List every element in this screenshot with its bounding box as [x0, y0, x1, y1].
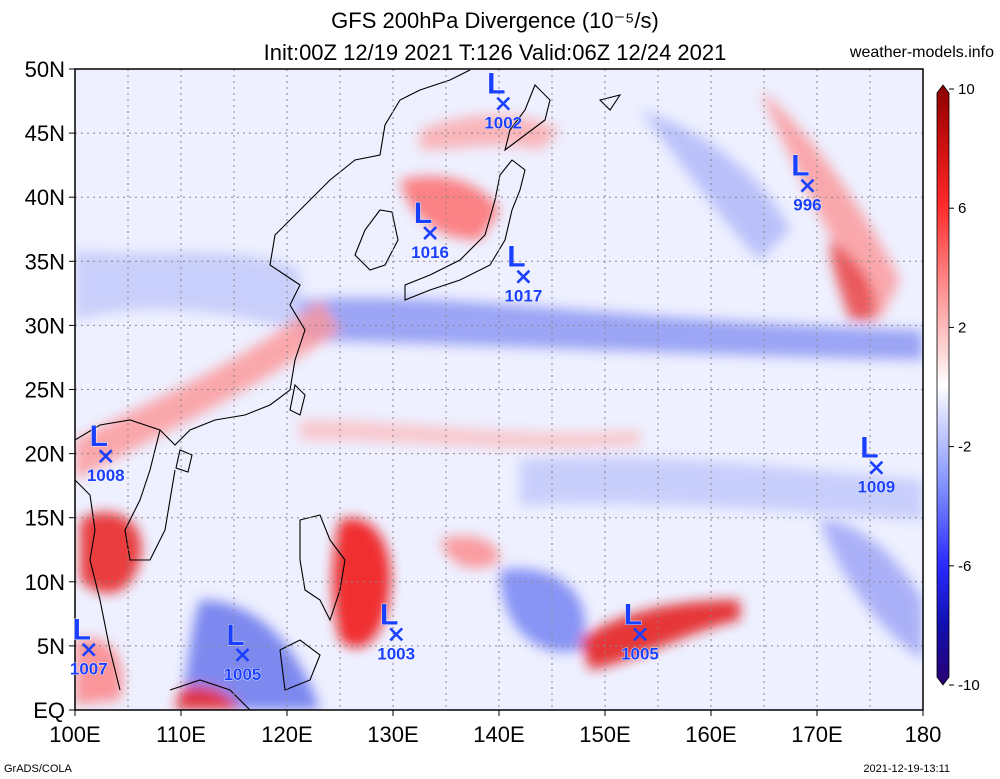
low-letter: L: [487, 68, 505, 101]
graticule: [75, 69, 923, 710]
lon-tick-label: 160E: [685, 722, 736, 747]
low-pressure-center: L 1005: [223, 618, 262, 684]
chart-title: GFS 200hPa Divergence (10⁻⁵/s): [331, 8, 659, 33]
low-pressure-center: L 1002: [484, 67, 523, 133]
low-pressure-value: 1009: [857, 478, 895, 497]
lat-tick-label: 45N: [25, 121, 65, 146]
colorbar-label: 6: [958, 200, 966, 217]
low-center-x: [516, 269, 531, 284]
lon-tick-label: 110E: [156, 722, 206, 747]
low-letter: L: [860, 432, 878, 465]
colorbar-label: -10: [958, 677, 980, 694]
colorbar-label: -2: [958, 439, 971, 456]
latitude-labels: 50N 45N 40N 35N 30N 25N 20N 15N 10N 5N EQ: [25, 57, 75, 723]
low-letter: L: [414, 197, 432, 230]
low-center-x: [496, 96, 511, 111]
low-pressure-value: 1005: [621, 644, 659, 663]
low-pressure-center: L 1003: [377, 598, 416, 664]
lat-tick-label: 5N: [37, 634, 65, 659]
low-pressure-center: L 1007: [69, 613, 108, 679]
lat-tick-label: 10N: [25, 570, 65, 595]
low-center-x: [389, 627, 404, 642]
low-letter: L: [73, 614, 91, 647]
low-pressure-center: L 996: [791, 149, 822, 215]
lat-tick-label: 20N: [25, 442, 65, 467]
lon-tick-label: 100E: [49, 722, 100, 747]
coastlines: [75, 69, 622, 710]
lat-tick-label: 15N: [25, 506, 65, 531]
colorbar-label: 10: [958, 81, 975, 98]
low-pressure-value: 1017: [504, 287, 542, 306]
divergence-field: [75, 69, 923, 710]
longitude-labels: 100E 110E 120E 130E 140E 150E 160E 170E 180: [49, 710, 941, 747]
colorbar: 10 6 2 -2 -6 -10: [936, 81, 980, 694]
lat-tick-label: EQ: [33, 698, 65, 723]
lat-tick-label: 40N: [25, 185, 65, 210]
lat-tick-label: 35N: [25, 249, 65, 274]
low-pressure-value: 996: [793, 196, 821, 215]
low-pressure-value: 1003: [377, 644, 415, 663]
colorbar-label: 2: [958, 319, 966, 336]
colorbar-label: -6: [958, 558, 971, 575]
low-pressure-value: 1002: [484, 114, 522, 133]
lon-tick-label: 150E: [579, 722, 630, 747]
low-center-x: [423, 226, 438, 241]
low-pressure-center: L 1017: [504, 240, 543, 306]
low-center-x: [235, 647, 250, 662]
lat-tick-label: 30N: [25, 313, 65, 338]
low-pressure-center: L 1009: [857, 431, 896, 497]
lon-tick-label: 170E: [791, 722, 842, 747]
low-pressure-center: L 1008: [86, 420, 125, 486]
low-letter: L: [624, 598, 642, 631]
lat-tick-label: 50N: [25, 57, 65, 82]
low-pressure-center: L 1016: [411, 197, 450, 263]
footer-timestamp: 2021-12-19-13:11: [863, 763, 950, 775]
lat-tick-label: 25N: [25, 378, 65, 403]
low-pressure-value: 1008: [87, 466, 125, 485]
low-letter: L: [226, 619, 244, 652]
lon-tick-label: 140E: [473, 722, 524, 747]
low-pressure-center: L 1005: [621, 598, 660, 664]
low-center-x: [633, 627, 647, 642]
low-letter: L: [507, 241, 525, 274]
footer-software: GrADS/COLA: [4, 763, 72, 775]
low-letter: L: [791, 150, 809, 183]
low-pressure-value: 1016: [411, 243, 449, 262]
site-label[interactable]: weather-models.info: [849, 44, 994, 61]
chart-subtitle: Init:00Z 12/19 2021 T:126 Valid:06Z 12/2…: [263, 40, 727, 65]
low-center-x: [98, 449, 113, 464]
low-letter: L: [380, 598, 398, 631]
lon-tick-label: 180: [905, 722, 942, 747]
low-pressure-value: 1005: [224, 665, 262, 684]
lon-tick-label: 120E: [261, 722, 312, 747]
low-center-x: [800, 178, 815, 193]
low-pressure-value: 1007: [70, 660, 108, 679]
low-center-x: [81, 642, 96, 657]
low-center-x: [869, 460, 884, 475]
lon-tick-label: 130E: [367, 722, 418, 747]
low-letter: L: [90, 420, 108, 453]
